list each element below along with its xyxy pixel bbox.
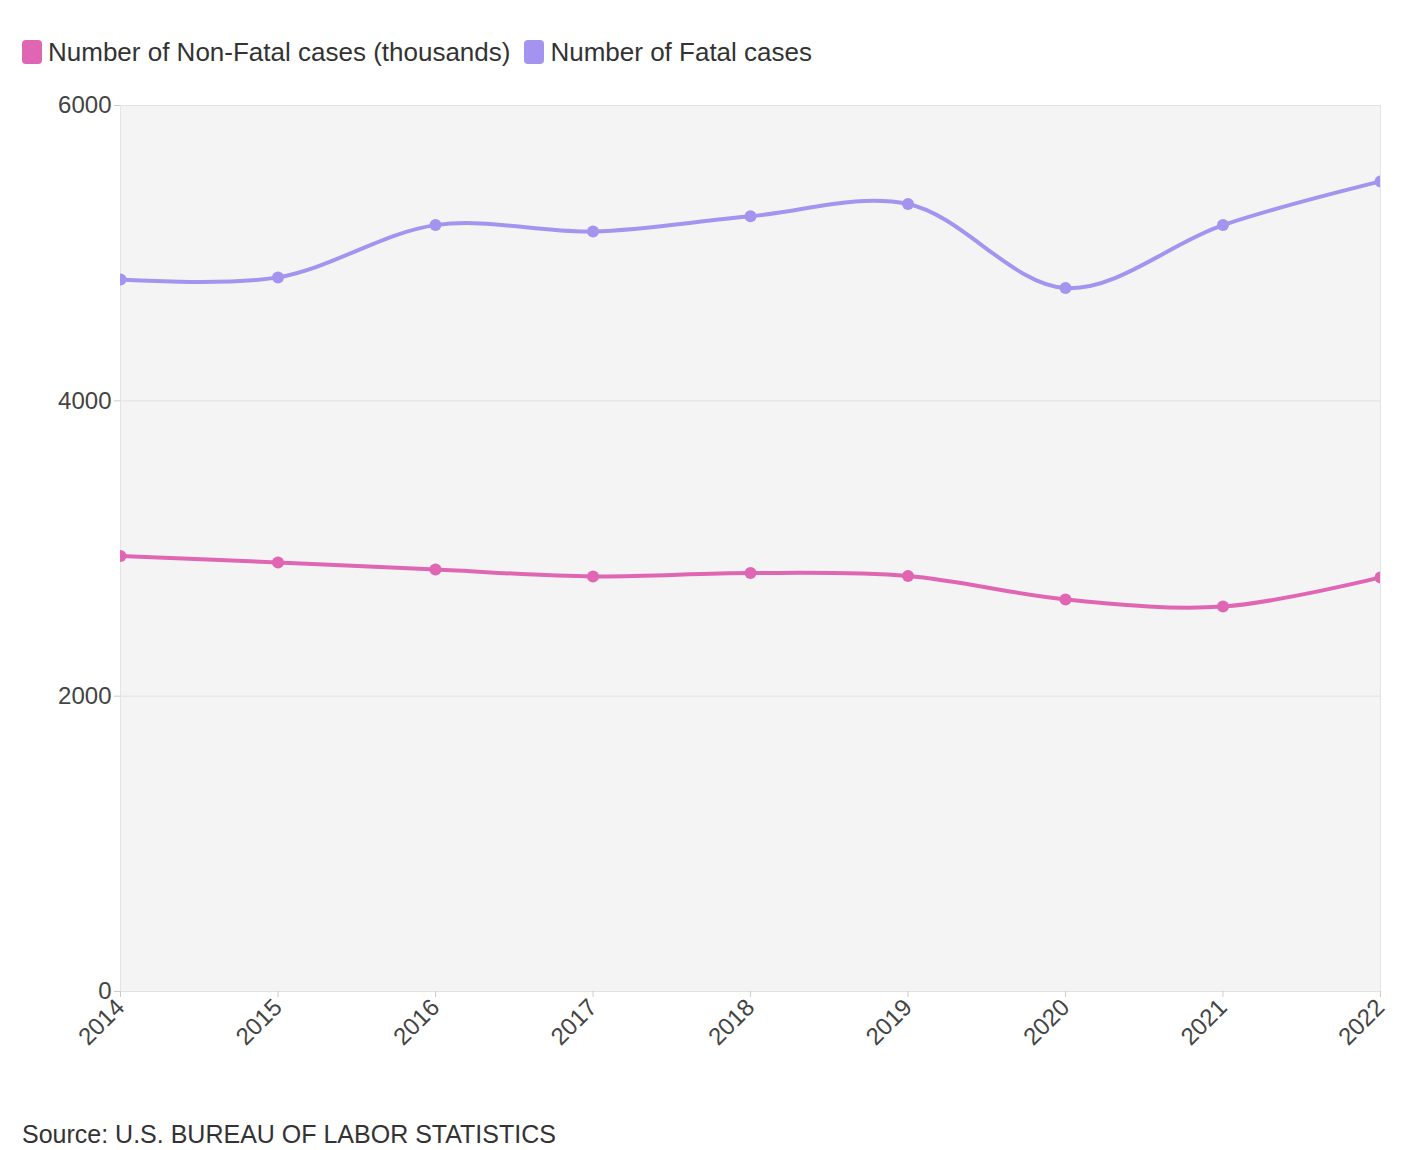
svg-text:0: 0 [98, 977, 111, 1004]
svg-text:2020: 2020 [1018, 993, 1075, 1050]
svg-text:2014: 2014 [72, 993, 130, 1050]
svg-text:6000: 6000 [58, 91, 111, 118]
svg-text:2021: 2021 [1175, 993, 1232, 1050]
html-text:Source: U.S. BUREAU OF LABOR S: Source: U.S. BUREAU OF LABOR STATISTICS [22, 1120, 556, 1148]
svg-text:2016: 2016 [388, 993, 445, 1050]
html-text:Number of Non-Fatal cases (tho: Number of Non-Fatal cases (thousands) [48, 36, 511, 67]
svg-text:2017: 2017 [545, 993, 602, 1050]
svg-text:2000: 2000 [58, 682, 111, 709]
svg-text:2019: 2019 [860, 993, 917, 1050]
svg-text:4000: 4000 [58, 387, 111, 414]
svg-text:2018: 2018 [703, 993, 760, 1050]
svg-text:2015: 2015 [230, 993, 287, 1050]
html-text:Number of Fatal cases: Number of Fatal cases [550, 36, 812, 67]
svg-text:2022: 2022 [1333, 993, 1390, 1050]
